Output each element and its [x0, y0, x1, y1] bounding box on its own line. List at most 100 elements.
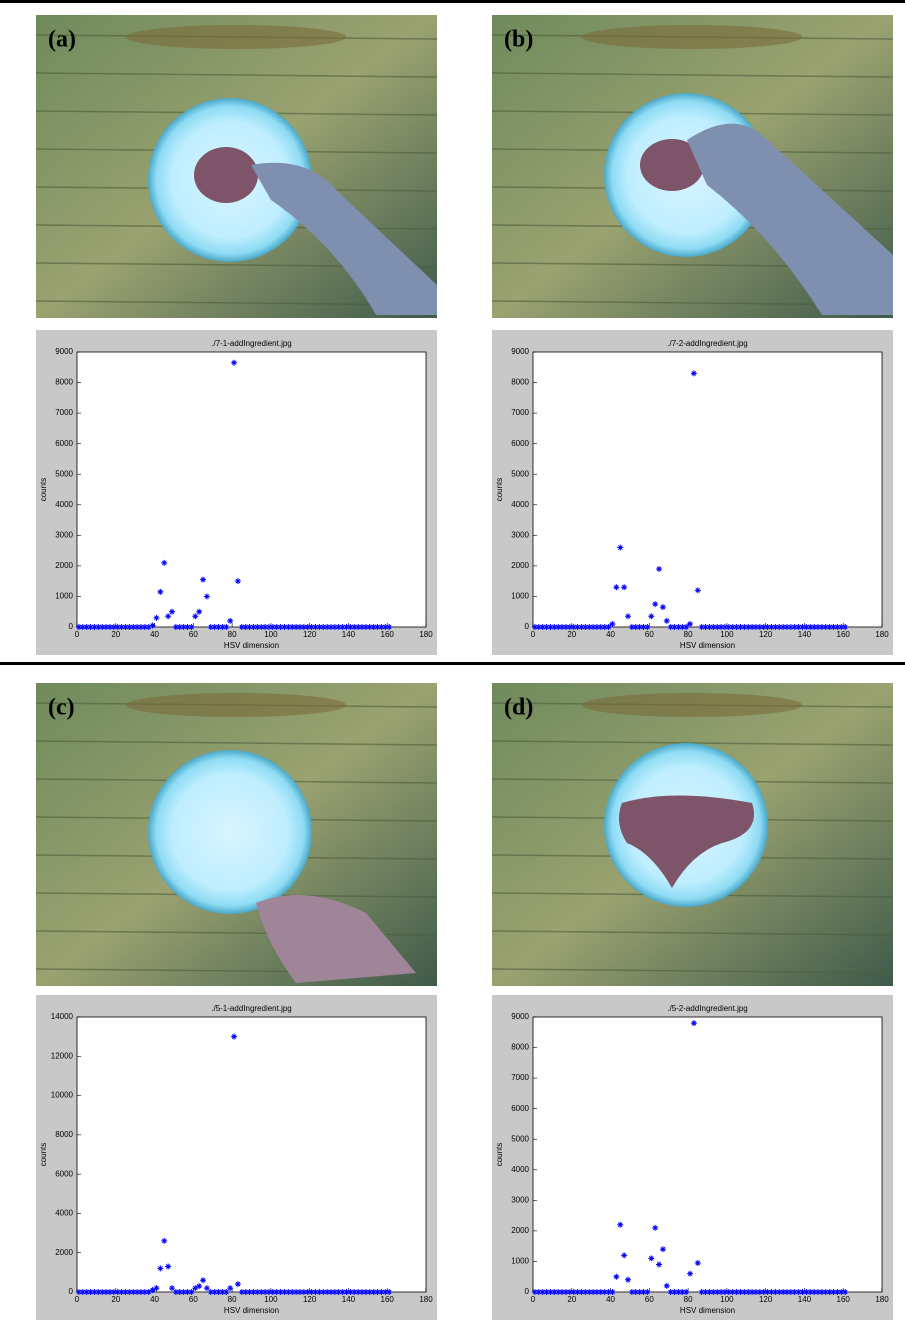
- y-tick-label: 8000: [511, 1043, 529, 1052]
- chart-title: ./5-2-addIngredient.jpg: [667, 1004, 748, 1013]
- y-tick-label: 6000: [55, 1169, 73, 1178]
- x-tick-label: 120: [759, 1295, 773, 1304]
- y-tick-label: 2000: [511, 561, 529, 570]
- figure: (a) (b) (c) (d) 0 20 40 60 80 100 120 140 160 180 0 100…: [0, 0, 905, 1325]
- plot-area: [77, 1017, 426, 1292]
- x-tick-label: 0: [75, 630, 80, 639]
- x-tick-label: 140: [342, 1295, 356, 1304]
- y-tick-label: 12000: [51, 1051, 74, 1060]
- x-tick-label: 160: [837, 1295, 851, 1304]
- stain: [126, 693, 346, 717]
- x-tick-label: 0: [531, 1295, 536, 1304]
- x-tick-label: 180: [419, 1295, 433, 1304]
- y-tick-label: 8000: [511, 378, 529, 387]
- y-tick-label: 14000: [51, 1012, 74, 1021]
- y-tick-label: 8000: [55, 1130, 73, 1139]
- y-tick-label: 6000: [55, 439, 73, 448]
- y-tick-label: 4000: [511, 1165, 529, 1174]
- y-tick-label: 9000: [511, 1012, 529, 1021]
- photo: (c): [36, 683, 437, 986]
- y-axis-label: counts: [39, 478, 48, 502]
- y-tick-label: 10000: [51, 1091, 74, 1100]
- x-tick-label: 140: [798, 630, 812, 639]
- panel-label: (a): [48, 27, 76, 53]
- plot-area: [533, 1017, 882, 1292]
- y-tick-label: 7000: [511, 408, 529, 417]
- y-tick-label: 1000: [511, 592, 529, 601]
- x-axis-label: HSV dimension: [224, 641, 279, 650]
- x-tick-label: 140: [342, 630, 356, 639]
- y-tick-label: 4000: [55, 500, 73, 509]
- x-tick-label: 100: [264, 1295, 278, 1304]
- x-tick-label: 100: [720, 630, 734, 639]
- plot-area: [533, 352, 882, 627]
- panel-label: (d): [504, 695, 533, 721]
- x-tick-label: 40: [150, 1295, 159, 1304]
- y-tick-label: 3000: [511, 530, 529, 539]
- y-tick-label: 5000: [511, 1134, 529, 1143]
- x-tick-label: 60: [189, 1295, 198, 1304]
- panel-label: (b): [504, 27, 533, 53]
- chart-title: ./5-1-addIngredient.jpg: [211, 1004, 292, 1013]
- y-tick-label: 2000: [511, 1226, 529, 1235]
- y-tick-label: 4000: [55, 1209, 73, 1218]
- chart: 0204060801001201401601800100020003000400…: [492, 330, 893, 655]
- x-tick-label: 160: [837, 630, 851, 639]
- y-tick-label: 7000: [511, 1073, 529, 1082]
- x-tick-label: 60: [645, 630, 654, 639]
- x-tick-label: 100: [720, 1295, 734, 1304]
- y-tick-label: 4000: [511, 500, 529, 509]
- y-tick-label: 3000: [55, 530, 73, 539]
- x-tick-label: 120: [303, 630, 317, 639]
- x-tick-label: 80: [684, 630, 693, 639]
- meat: [194, 147, 258, 203]
- y-tick-label: 9000: [511, 347, 529, 356]
- x-tick-label: 120: [303, 1295, 317, 1304]
- stain: [582, 25, 802, 49]
- x-tick-label: 140: [798, 1295, 812, 1304]
- y-tick-label: 2000: [55, 561, 73, 570]
- y-tick-label: 0: [525, 622, 530, 631]
- stain: [126, 25, 346, 49]
- x-tick-label: 0: [531, 630, 536, 639]
- x-tick-label: 80: [228, 1295, 237, 1304]
- stain: [582, 693, 802, 717]
- y-tick-label: 2000: [55, 1248, 73, 1257]
- x-tick-label: 160: [381, 630, 395, 639]
- rule: [0, 0, 905, 3]
- y-tick-label: 5000: [55, 469, 73, 478]
- y-tick-label: 7000: [55, 408, 73, 417]
- x-tick-label: 160: [381, 1295, 395, 1304]
- x-axis-label: HSV dimension: [680, 641, 735, 650]
- chart-title: ./7-2-addIngredient.jpg: [667, 339, 748, 348]
- x-tick-label: 100: [264, 630, 278, 639]
- x-tick-label: 180: [875, 630, 889, 639]
- x-tick-label: 40: [150, 630, 159, 639]
- x-tick-label: 40: [606, 1295, 615, 1304]
- x-tick-label: 20: [111, 1295, 120, 1304]
- y-axis-label: counts: [495, 478, 504, 502]
- y-tick-label: 6000: [511, 1104, 529, 1113]
- photo: (d): [492, 683, 893, 986]
- photo: (a): [36, 15, 437, 318]
- x-tick-label: 40: [606, 630, 615, 639]
- y-tick-label: 8000: [55, 378, 73, 387]
- x-axis-label: HSV dimension: [680, 1306, 735, 1315]
- x-tick-label: 120: [759, 630, 773, 639]
- x-tick-label: 80: [684, 1295, 693, 1304]
- y-tick-label: 1000: [55, 592, 73, 601]
- y-tick-label: 6000: [511, 439, 529, 448]
- y-tick-label: 9000: [55, 347, 73, 356]
- plate: [148, 750, 312, 914]
- x-tick-label: 0: [75, 1295, 80, 1304]
- y-tick-label: 1000: [511, 1257, 529, 1266]
- chart: 0 20 40 60 80 100 120 140 160 180 0 2000 4000 6000 800…: [36, 995, 437, 1320]
- x-tick-label: 60: [189, 630, 198, 639]
- y-tick-label: 0: [69, 622, 74, 631]
- x-tick-label: 180: [419, 630, 433, 639]
- x-tick-label: 20: [567, 1295, 576, 1304]
- y-tick-label: 0: [69, 1287, 74, 1296]
- chart: 0204060801001201401601800100020003000400…: [36, 330, 437, 655]
- page: {"panel_labels": ["(a)", "(b)", "(c)", "…: [0, 0, 905, 1325]
- x-tick-label: 60: [645, 1295, 654, 1304]
